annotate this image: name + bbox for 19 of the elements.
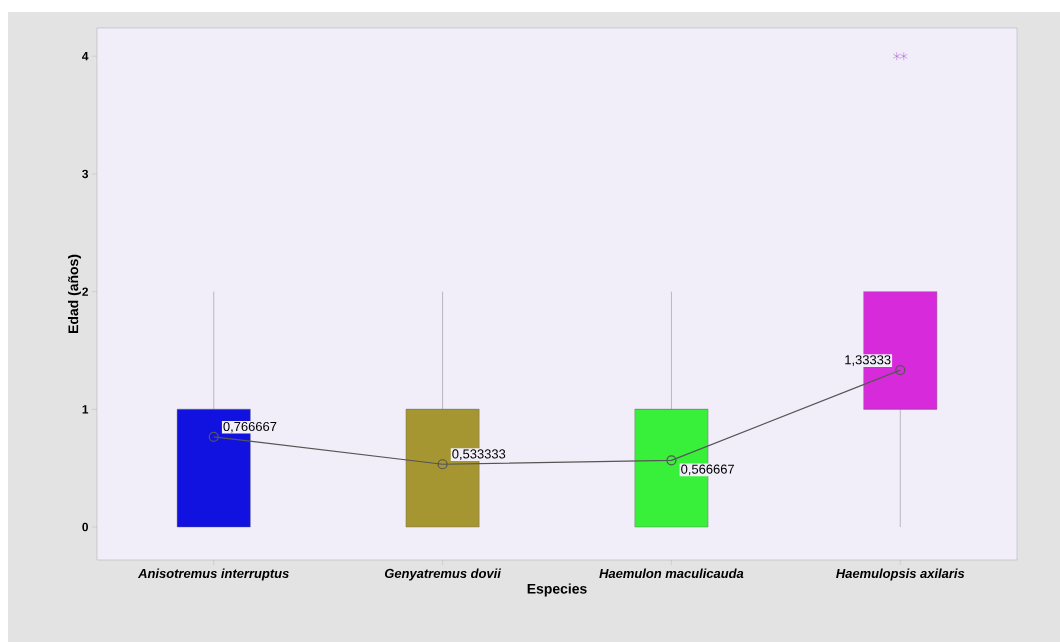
x-tick-label: Anisotremus interruptus (137, 568, 289, 581)
data-label: 0,766667 (223, 421, 277, 433)
point (895, 364, 906, 376)
x-tick-label: Haemulon maculicauda (599, 568, 744, 579)
y-axis-title: Edad (años) (68, 254, 81, 333)
point (208, 431, 219, 442)
point (666, 455, 677, 466)
y-tick-label: 2 (82, 287, 89, 296)
y-tick-label: 3 (82, 169, 89, 179)
data-label: 0,533333 (452, 449, 506, 461)
point (437, 459, 448, 470)
y-tick-label: 4 (82, 52, 89, 61)
data-label: 1,33333 (845, 355, 891, 366)
data-label: 0,566667 (681, 464, 734, 476)
x-tick-label: Haemulopsis axilaris (836, 568, 965, 581)
y-tick-label: 0 (82, 522, 88, 532)
y-tick-label: 1 (82, 405, 89, 414)
x-tick-label: Genyatremus dovii (384, 568, 502, 581)
x-axis-title: Especies (527, 583, 587, 597)
